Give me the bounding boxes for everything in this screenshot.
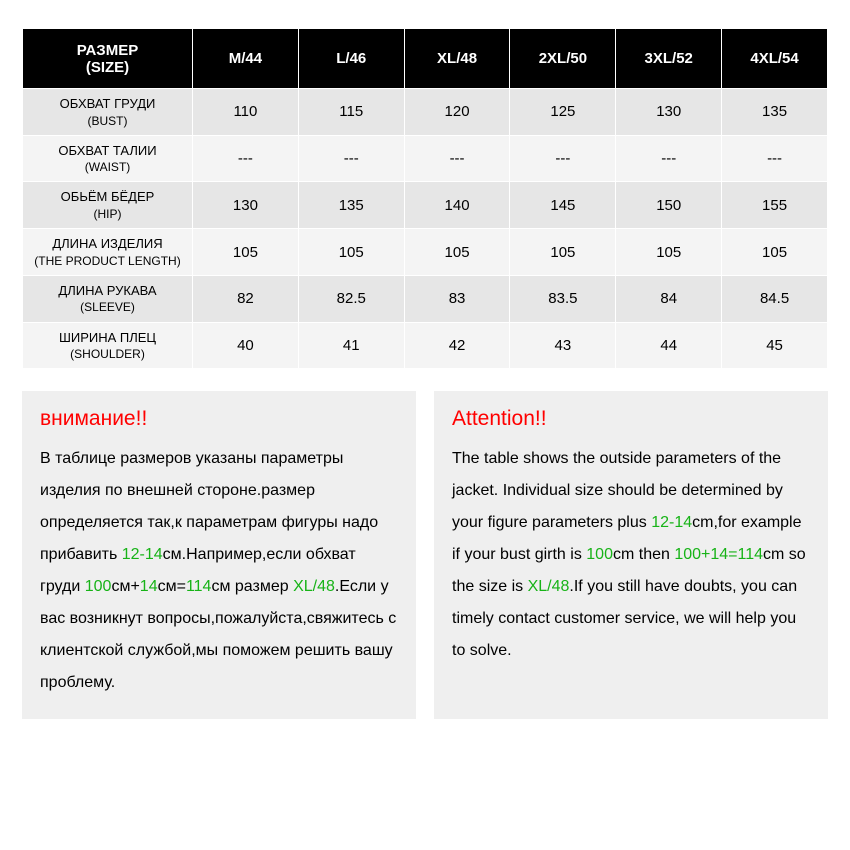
cell: 45 <box>722 322 828 369</box>
row-label: ОБЬЁМ БËДЕР(HIP) <box>23 182 193 229</box>
cell: 145 <box>510 182 616 229</box>
note-en-title: Attention!! <box>452 407 810 431</box>
cell: 150 <box>616 182 722 229</box>
table-row: ОБХВАТ ГРУДИ(BUST)110115120125130135 <box>23 89 828 136</box>
cell: 82.5 <box>298 275 404 322</box>
cell: 82 <box>193 275 299 322</box>
size-chart-table: РАЗМЕР (SIZE) M/44 L/46 XL/48 2XL/50 3XL… <box>22 28 828 369</box>
cell: --- <box>616 135 722 182</box>
cell: 135 <box>722 89 828 136</box>
cell: --- <box>722 135 828 182</box>
note-ru: внимание!! В таблице размеров указаны па… <box>22 391 416 719</box>
cell: 84.5 <box>722 275 828 322</box>
cell: 43 <box>510 322 616 369</box>
cell: 105 <box>616 229 722 276</box>
cell: 135 <box>298 182 404 229</box>
cell: 110 <box>193 89 299 136</box>
note-en-body: The table shows the outside parameters o… <box>452 443 810 667</box>
table-row: ДЛИНА ИЗДЕЛИЯ(THE PRODUCT LENGTH)1051051… <box>23 229 828 276</box>
cell: 42 <box>404 322 510 369</box>
cell: 115 <box>298 89 404 136</box>
cell: 105 <box>722 229 828 276</box>
cell: 84 <box>616 275 722 322</box>
cell: 83 <box>404 275 510 322</box>
cell: 105 <box>510 229 616 276</box>
row-label: ДЛИНА ИЗДЕЛИЯ(THE PRODUCT LENGTH) <box>23 229 193 276</box>
cell: 120 <box>404 89 510 136</box>
header-col-4: 3XL/52 <box>616 29 722 89</box>
size-chart-body: ОБХВАТ ГРУДИ(BUST)110115120125130135ОБХВ… <box>23 89 828 369</box>
cell: 41 <box>298 322 404 369</box>
cell: 140 <box>404 182 510 229</box>
cell: 105 <box>193 229 299 276</box>
row-label: ДЛИНА РУКАВА(SLEEVE) <box>23 275 193 322</box>
cell: 44 <box>616 322 722 369</box>
header-col-5: 4XL/54 <box>722 29 828 89</box>
note-en: Attention!! The table shows the outside … <box>434 391 828 719</box>
cell: 130 <box>616 89 722 136</box>
header-col-0: M/44 <box>193 29 299 89</box>
cell: --- <box>404 135 510 182</box>
table-row: ДЛИНА РУКАВА(SLEEVE)8282.58383.58484.5 <box>23 275 828 322</box>
note-ru-body: В таблице размеров указаны параметры изд… <box>40 443 398 699</box>
table-row: ШИРИНА ПЛЕЦ(SHOULDER)404142434445 <box>23 322 828 369</box>
row-label: ШИРИНА ПЛЕЦ(SHOULDER) <box>23 322 193 369</box>
cell: 83.5 <box>510 275 616 322</box>
cell: 125 <box>510 89 616 136</box>
cell: --- <box>193 135 299 182</box>
cell: 105 <box>298 229 404 276</box>
notes-container: внимание!! В таблице размеров указаны па… <box>22 391 828 719</box>
header-col-3: 2XL/50 <box>510 29 616 89</box>
table-row: ОБЬЁМ БËДЕР(HIP)130135140145150155 <box>23 182 828 229</box>
cell: 40 <box>193 322 299 369</box>
table-row: ОБХВАТ ТАЛИИ(WAIST)------------------ <box>23 135 828 182</box>
cell: --- <box>298 135 404 182</box>
header-row: РАЗМЕР (SIZE) M/44 L/46 XL/48 2XL/50 3XL… <box>23 29 828 89</box>
cell: --- <box>510 135 616 182</box>
header-col-2: XL/48 <box>404 29 510 89</box>
cell: 155 <box>722 182 828 229</box>
header-size: РАЗМЕР (SIZE) <box>23 29 193 89</box>
header-col-1: L/46 <box>298 29 404 89</box>
cell: 105 <box>404 229 510 276</box>
row-label: ОБХВАТ ТАЛИИ(WAIST) <box>23 135 193 182</box>
cell: 130 <box>193 182 299 229</box>
row-label: ОБХВАТ ГРУДИ(BUST) <box>23 89 193 136</box>
note-ru-title: внимание!! <box>40 407 398 431</box>
